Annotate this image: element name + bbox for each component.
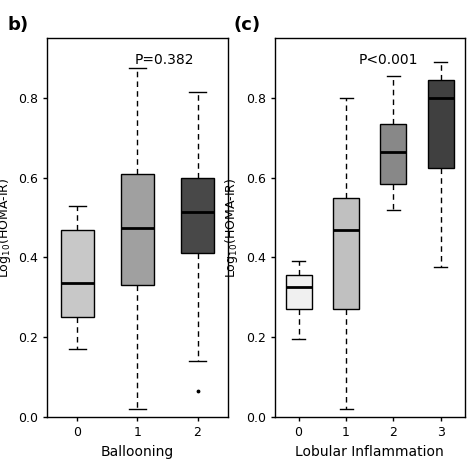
PathPatch shape [121,173,154,285]
Text: b): b) [8,16,29,34]
PathPatch shape [428,80,454,168]
PathPatch shape [61,229,94,317]
Y-axis label: Log$_{10}$(HOMA-IR): Log$_{10}$(HOMA-IR) [0,177,13,278]
PathPatch shape [333,198,359,310]
X-axis label: Ballooning: Ballooning [101,445,174,459]
PathPatch shape [380,124,406,183]
Text: P=0.382: P=0.382 [135,53,194,67]
Text: (c): (c) [233,16,260,34]
Y-axis label: Log$_{10}$(HOMA-IR): Log$_{10}$(HOMA-IR) [223,177,240,278]
PathPatch shape [181,178,214,254]
PathPatch shape [285,275,311,310]
Text: P<0.001: P<0.001 [359,53,419,67]
X-axis label: Lobular Inflammation: Lobular Inflammation [295,445,444,459]
